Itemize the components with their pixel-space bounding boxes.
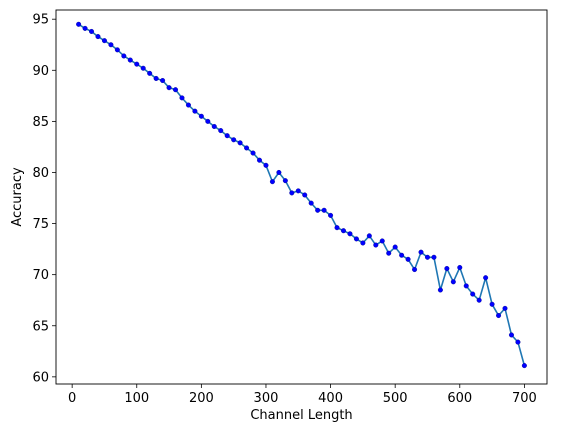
plot-frame <box>55 9 548 385</box>
x-tick-label: 300 <box>254 391 279 406</box>
y-axis-ticks: 60 65 70 75 80 85 90 95 <box>32 13 56 385</box>
data-point <box>302 192 308 198</box>
data-point <box>121 53 127 59</box>
data-point <box>295 188 301 194</box>
data-point <box>101 38 107 44</box>
data-point <box>114 47 120 53</box>
data-point <box>231 137 237 143</box>
data-point <box>450 279 456 285</box>
data-point <box>315 207 321 213</box>
data-point <box>392 244 398 250</box>
data-point <box>269 179 275 185</box>
y-tick-label: 75 <box>32 217 49 232</box>
data-point <box>160 78 166 84</box>
data-point <box>82 25 88 31</box>
data-point <box>95 34 101 40</box>
data-point <box>282 178 288 184</box>
data-point <box>515 339 521 345</box>
data-point <box>134 61 140 67</box>
data-point <box>147 70 153 76</box>
data-point <box>463 283 469 289</box>
data-point <box>366 233 372 239</box>
data-point <box>476 297 482 303</box>
plot-series <box>76 21 527 369</box>
data-point <box>379 238 385 244</box>
data-point <box>276 169 282 175</box>
x-tick-label: 0 <box>68 391 76 406</box>
data-point <box>257 157 263 163</box>
data-point <box>424 254 430 260</box>
data-point <box>173 87 179 93</box>
data-point <box>418 249 424 255</box>
data-point <box>211 123 217 129</box>
data-point <box>373 242 379 248</box>
data-point <box>237 140 243 146</box>
data-point <box>405 256 411 262</box>
data-point <box>263 162 269 168</box>
y-tick-label: 65 <box>32 319 49 334</box>
data-point <box>521 363 527 369</box>
data-point <box>244 145 250 151</box>
data-point <box>347 231 353 237</box>
y-tick-label: 95 <box>32 13 49 28</box>
x-tick-label: 700 <box>512 391 537 406</box>
data-point <box>179 95 185 101</box>
data-point <box>431 254 437 260</box>
data-point <box>412 267 418 273</box>
y-tick-label: 85 <box>32 115 49 130</box>
data-point <box>76 21 82 27</box>
data-point <box>502 305 508 311</box>
x-axis-label: Channel Length <box>250 408 352 423</box>
data-point <box>250 150 256 156</box>
data-point <box>321 207 327 213</box>
data-point <box>218 128 224 134</box>
data-point <box>308 200 314 206</box>
y-tick-label: 80 <box>32 166 49 181</box>
data-point <box>166 85 172 91</box>
data-point <box>496 313 502 319</box>
data-point <box>508 332 514 338</box>
data-point <box>205 118 211 124</box>
data-point <box>127 57 133 63</box>
x-axis-ticks: 0 100 200 300 400 500 600 700 <box>68 384 537 406</box>
data-point <box>360 240 366 246</box>
y-tick-label: 70 <box>32 268 49 283</box>
data-point <box>444 266 450 272</box>
y-axis-label: Accuracy <box>10 167 25 227</box>
x-tick-label: 100 <box>124 391 149 406</box>
data-point <box>153 75 159 81</box>
series-line <box>78 23 526 366</box>
data-point <box>289 190 295 196</box>
data-point <box>328 212 334 218</box>
data-point <box>470 291 476 297</box>
data-point <box>386 250 392 256</box>
data-point <box>334 225 340 231</box>
x-tick-label: 200 <box>189 391 214 406</box>
x-tick-label: 400 <box>318 391 343 406</box>
data-point <box>108 42 114 48</box>
data-point <box>340 228 346 234</box>
y-tick-label: 60 <box>32 370 49 385</box>
data-point <box>224 133 230 139</box>
data-point <box>140 65 146 71</box>
data-point <box>489 301 495 307</box>
data-point <box>457 265 463 271</box>
y-tick-label: 90 <box>32 64 49 79</box>
data-point <box>89 28 95 34</box>
data-point <box>353 236 359 242</box>
x-tick-label: 600 <box>447 391 472 406</box>
data-point <box>185 102 191 108</box>
data-point <box>483 275 489 281</box>
data-point <box>198 113 204 119</box>
data-point <box>192 108 198 114</box>
data-point <box>399 252 405 258</box>
data-point <box>437 287 443 293</box>
x-tick-label: 500 <box>383 391 408 406</box>
